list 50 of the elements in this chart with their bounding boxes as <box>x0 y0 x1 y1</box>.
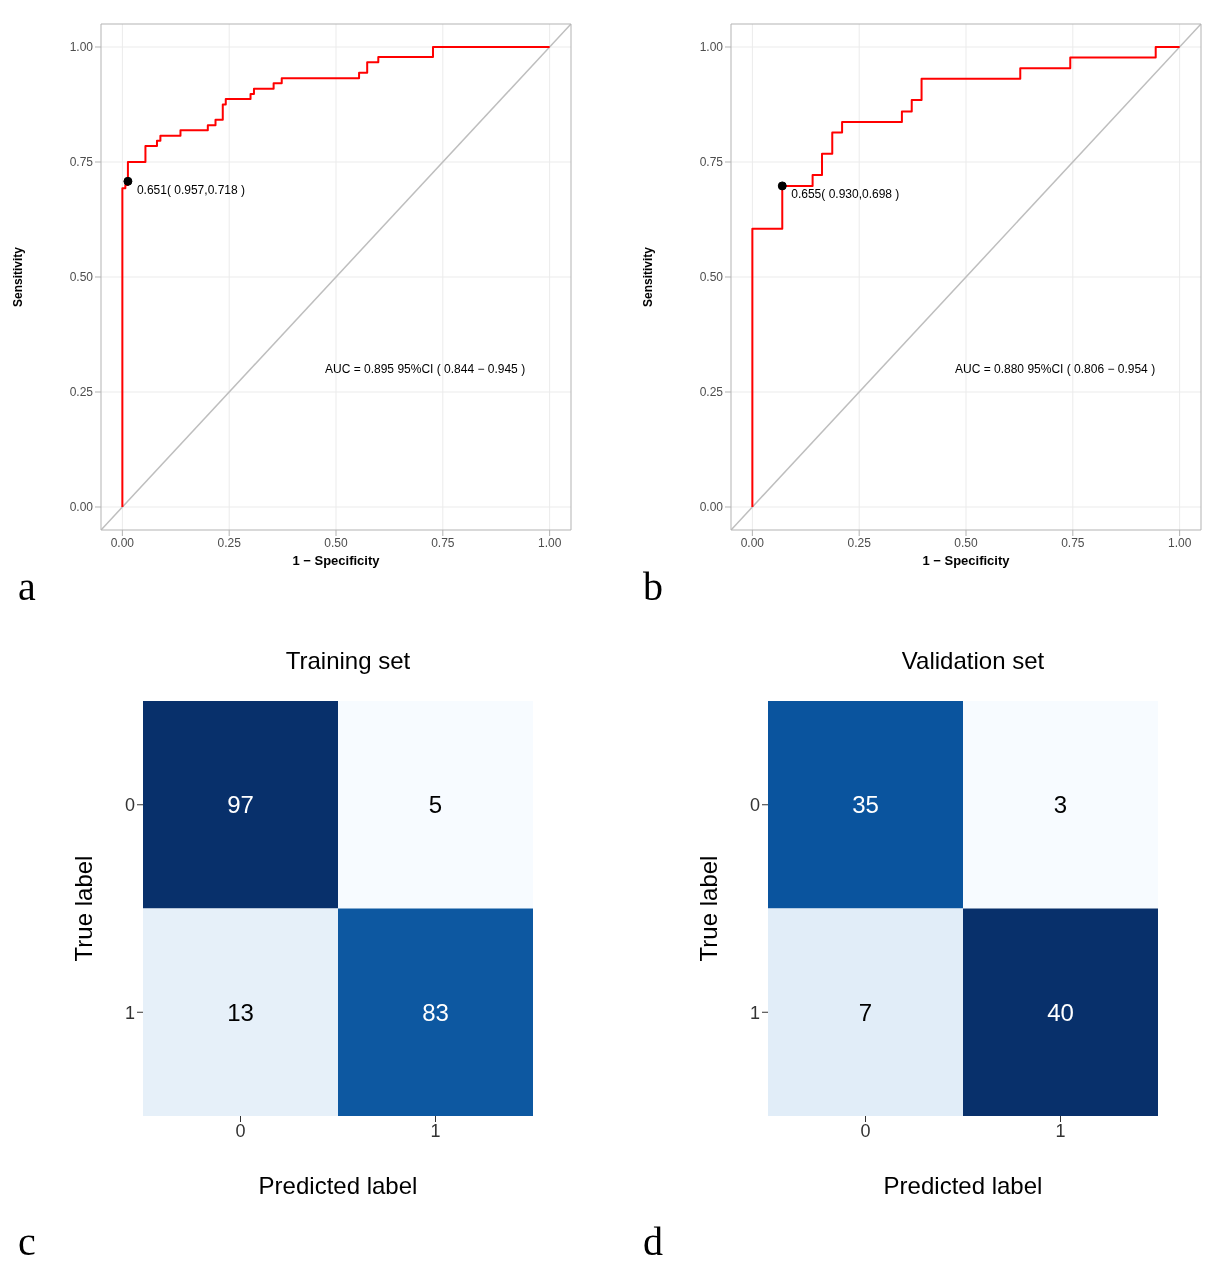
y-tick-label: 0.00 <box>69 500 94 515</box>
data-label: 13 <box>227 998 254 1026</box>
x-axis-title: Predicted label <box>883 1172 1043 1199</box>
text: b <box>643 563 663 610</box>
x-tick-label: 0.75 <box>1061 535 1085 550</box>
x-tick-label: 0.25 <box>847 535 872 550</box>
x-tick-label: 0.50 <box>324 535 348 550</box>
y-tick-label: 0.50 <box>699 270 724 285</box>
chart-title: Validation set <box>900 646 1046 675</box>
x-tick-label: 0 <box>860 1120 871 1141</box>
y-tick-label: 1.00 <box>69 40 94 55</box>
data-label: 3 <box>1053 791 1068 819</box>
y-axis-title: True label <box>694 855 722 962</box>
annotation: 0.655( 0.930,0.698 ) <box>791 187 900 202</box>
line-series <box>121 46 551 508</box>
x-tick-label: 1 <box>430 1120 441 1141</box>
x-tick-label: 0.75 <box>431 535 455 550</box>
x-tick-label: 1 <box>1055 1120 1066 1141</box>
y-axis-title: True label <box>69 855 97 962</box>
x-tick-label: 1.00 <box>537 535 562 550</box>
text: c <box>18 1218 36 1263</box>
y-axis-title: Sensitivity <box>641 246 656 308</box>
y-tick-label: 0.50 <box>69 270 94 285</box>
y-tick-label: 0.75 <box>699 155 724 170</box>
annotation: AUC = 0.895 95%CI ( 0.844 − 0.945 ) <box>325 362 526 376</box>
x-tick-label: 0.25 <box>217 535 242 550</box>
x-tick-label: 1.00 <box>1167 535 1192 550</box>
data-label: 35 <box>852 791 879 819</box>
data-label: 83 <box>422 998 449 1026</box>
y-tick-label: 0.75 <box>69 155 94 170</box>
y-tick-label: 0.00 <box>699 500 724 515</box>
chart-title: Training set <box>284 646 412 675</box>
y-tick-label: 0.25 <box>699 385 724 400</box>
x-tick-label: 0 <box>235 1120 246 1141</box>
text: d <box>643 1218 663 1263</box>
data-label: 5 <box>428 791 443 819</box>
line-series <box>751 46 1181 508</box>
x-axis-title: 1 − Specificity <box>292 553 381 568</box>
annotation: 0.651( 0.957,0.718 ) <box>136 182 246 197</box>
x-axis-title: 1 − Specificity <box>922 553 1011 568</box>
data-label: 40 <box>1047 998 1074 1026</box>
y-tick-label: 0.25 <box>69 385 94 400</box>
x-axis-title: Predicted label <box>258 1172 418 1199</box>
y-tick-label: 1.00 <box>699 40 724 55</box>
text: a <box>18 563 36 610</box>
y-axis-title: Sensitivity <box>11 246 26 308</box>
annotation: AUC = 0.880 95%CI ( 0.806 − 0.954 ) <box>955 362 1156 376</box>
x-tick-label: 0.50 <box>954 535 978 550</box>
data-label: 7 <box>858 998 873 1026</box>
data-label: 97 <box>227 791 254 819</box>
